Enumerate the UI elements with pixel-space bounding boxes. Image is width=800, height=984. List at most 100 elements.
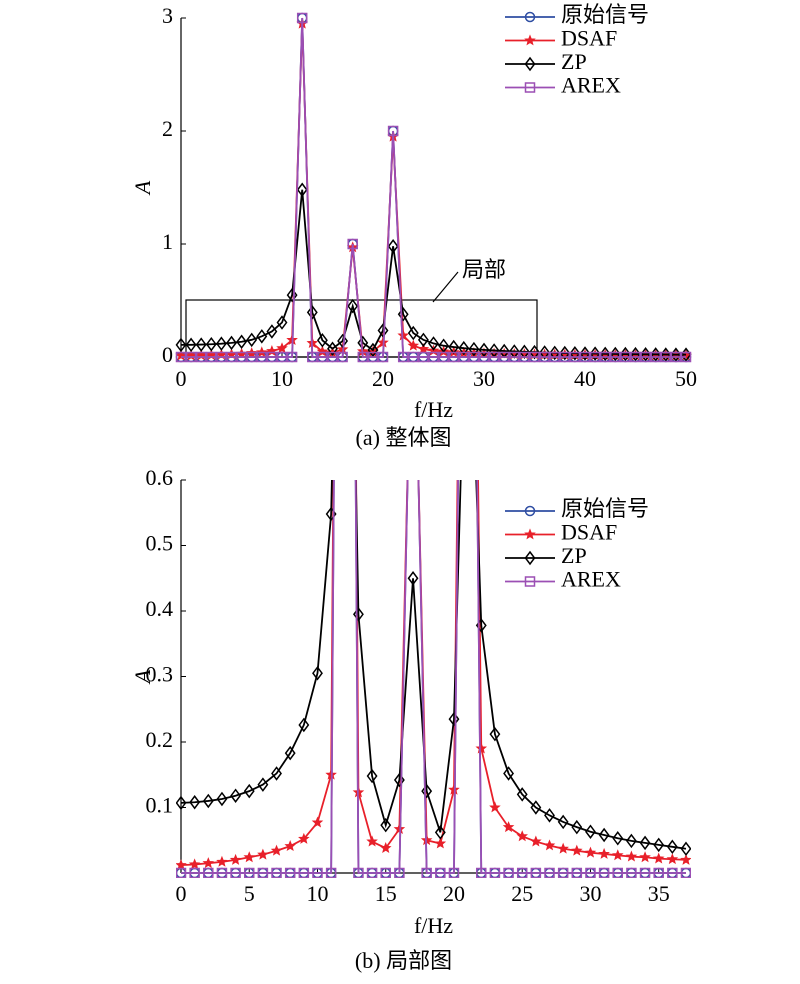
marker [519,351,530,363]
marker [407,571,419,586]
legend-label: DSAF [561,26,617,51]
marker [256,329,268,344]
marker [230,788,242,803]
marker [660,351,672,363]
marker [579,351,591,363]
marker [438,351,449,363]
marker [612,831,624,846]
legend-label: 原始信号 [561,496,649,521]
marker [394,867,405,878]
marker [327,351,338,363]
y-tick-label: 0 [162,342,173,367]
marker [296,12,308,24]
marker [311,816,324,828]
y-axis-label: A [130,669,155,685]
marker [185,351,197,363]
marker [409,214,418,223]
marker [202,857,215,869]
marker [257,777,269,792]
marker [367,351,379,363]
legend-label: DSAF [561,520,617,545]
marker [397,307,409,322]
marker [408,351,419,363]
marker [298,832,310,844]
marker [589,351,601,363]
marker [407,339,420,351]
marker [243,851,256,863]
marker [448,351,459,363]
marker [524,528,536,540]
marker [175,337,187,353]
x-tick-label: 30 [579,881,601,906]
marker [216,867,228,878]
marker [286,351,298,363]
marker [175,351,187,363]
marker [458,340,470,356]
marker [489,801,501,813]
marker [639,851,651,863]
marker [653,867,664,878]
y-tick-label: 0.2 [146,727,174,752]
marker [195,337,207,352]
marker [498,351,510,363]
marker [468,351,480,363]
marker [569,346,581,361]
marker [544,808,555,823]
marker [298,717,310,733]
marker [516,867,528,878]
marker [524,56,536,72]
x-tick-label: 50 [675,366,697,391]
marker [598,827,610,843]
marker [366,835,378,847]
marker [680,853,691,865]
marker [468,341,480,357]
marker [516,830,528,842]
marker [307,351,318,363]
marker [598,847,610,859]
y-axis-label: A [130,180,155,196]
marker [448,867,460,878]
marker [559,345,571,361]
marker [312,867,323,878]
marker [435,867,446,878]
x-tick-label: 25 [511,881,533,906]
marker [524,34,536,46]
marker [276,342,288,354]
x-tick-label: 0 [176,366,187,391]
marker [176,859,187,871]
marker [337,351,348,363]
series-line [181,17,686,358]
marker [421,783,433,799]
y-tick-label: 2 [162,116,173,141]
marker [625,850,638,862]
legend-label: ZP [561,49,587,74]
plot-area [175,12,692,363]
marker [417,343,430,355]
marker [610,351,621,363]
marker [530,835,542,847]
marker [347,298,359,314]
marker [524,550,536,566]
marker [206,351,217,363]
marker [598,867,610,878]
x-tick-label: 20 [372,366,394,391]
x-axis-label: f/Hz [414,397,453,422]
marker [557,814,569,830]
marker [387,239,399,254]
marker [579,346,591,361]
marker [448,711,460,727]
marker [203,867,214,878]
marker [666,853,679,865]
marker [428,336,439,351]
marker [666,839,678,855]
marker [488,351,500,363]
marker [509,351,520,363]
marker [543,839,556,851]
marker [366,768,378,784]
marker [653,837,665,853]
marker [569,351,581,363]
marker [246,351,257,363]
marker [524,505,536,517]
marker [327,341,338,357]
